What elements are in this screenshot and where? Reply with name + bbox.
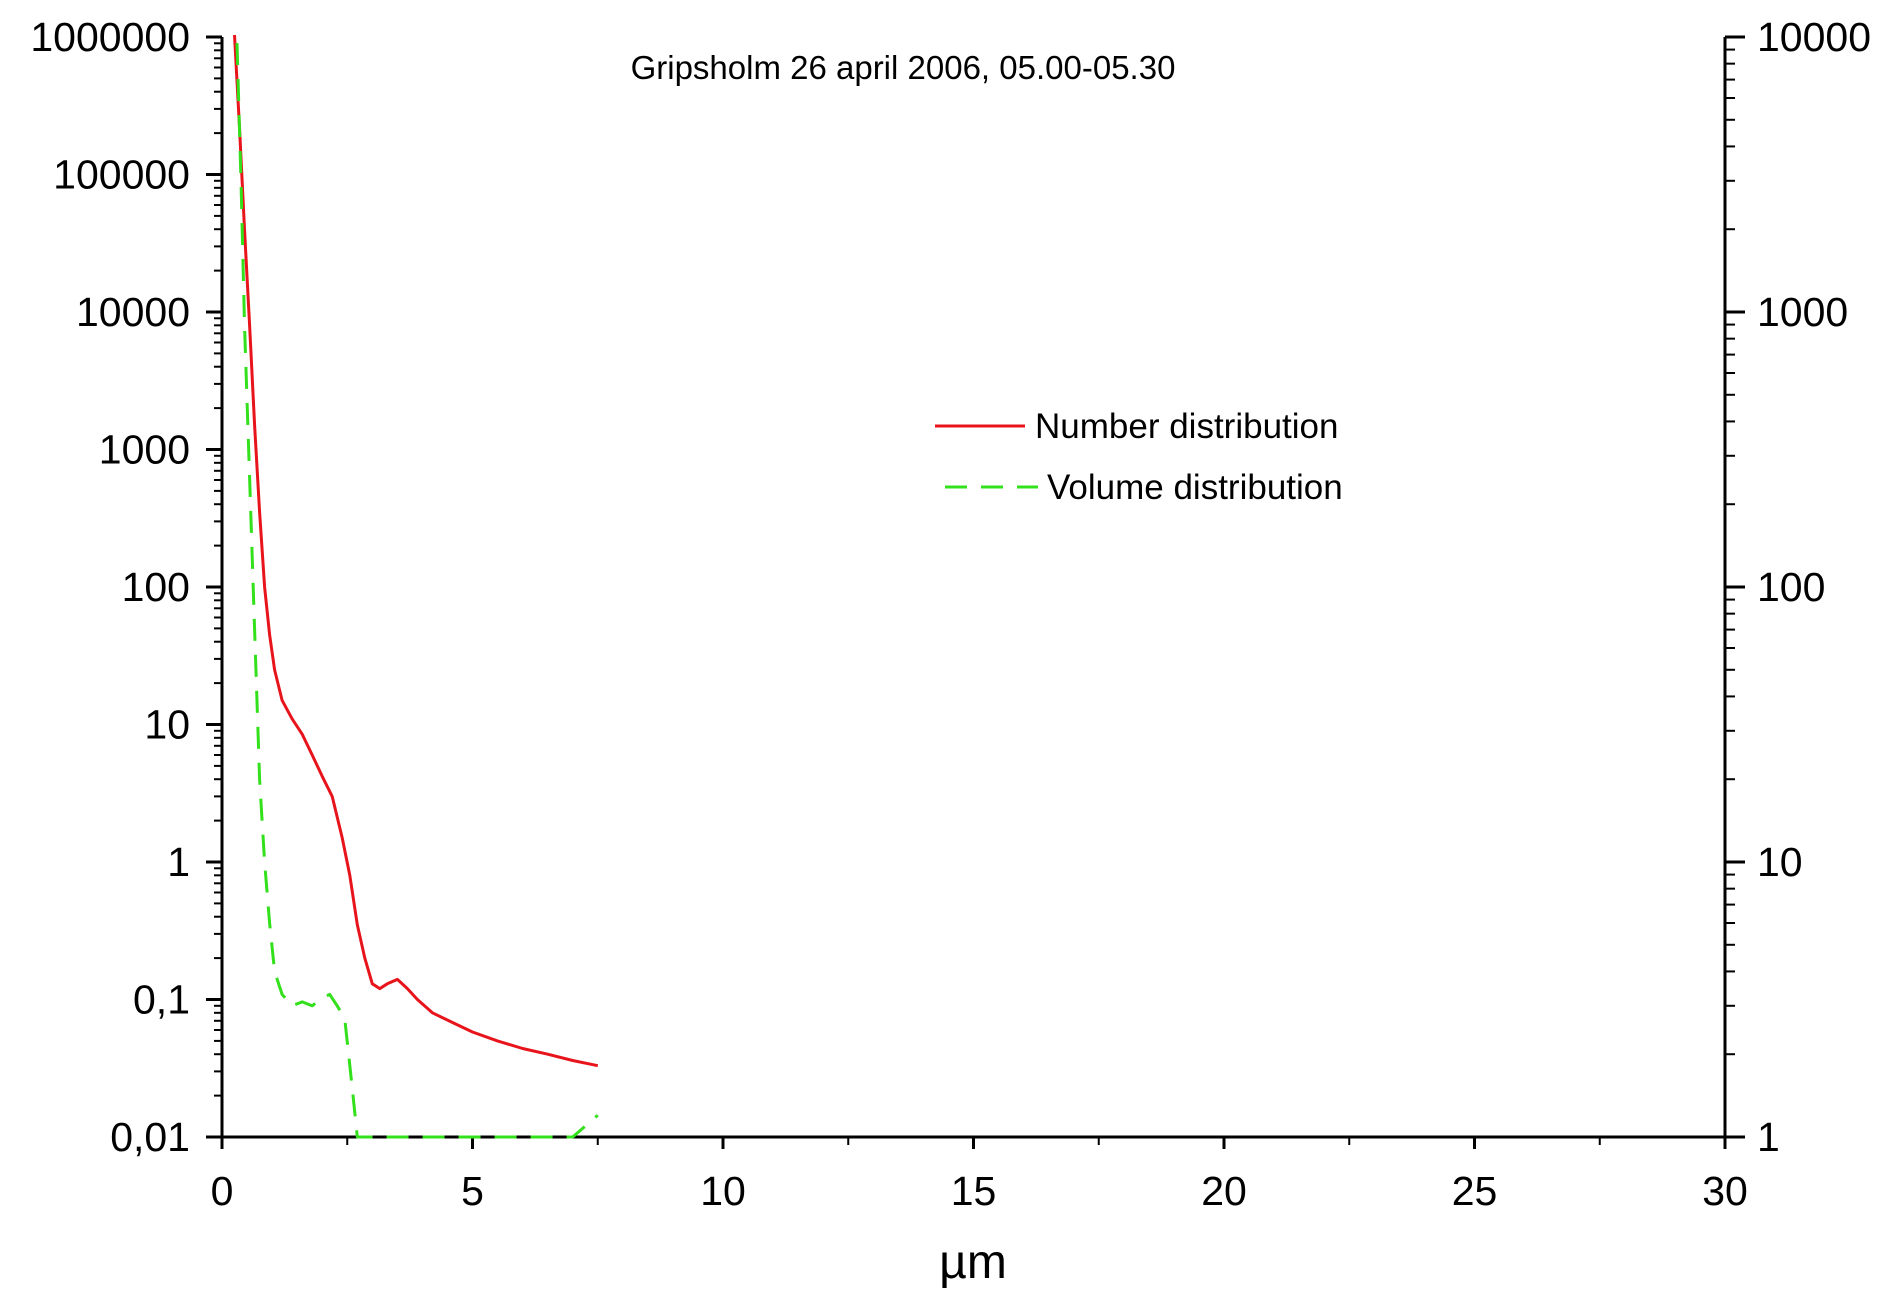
y-tick-label: 1000000 — [30, 14, 190, 60]
x-tick-label: 0 — [211, 1168, 234, 1214]
y-tick-label: 0,1 — [133, 977, 190, 1023]
x-tick-label: 10 — [700, 1168, 746, 1214]
y2-tick-label: 1000 — [1757, 289, 1848, 335]
axes — [220, 37, 1727, 1139]
chart-title: Gripsholm 26 april 2006, 05.00-05.30 — [631, 49, 1176, 86]
y2-tick-label: 100 — [1757, 564, 1825, 610]
y-tick-label: 100 — [122, 564, 190, 610]
x-tick-label: 25 — [1452, 1168, 1498, 1214]
legend-label-number-distribution: Number distribution — [1035, 407, 1338, 446]
y2-tick-label: 1 — [1757, 1114, 1780, 1160]
y-tick-label: 10 — [144, 702, 190, 748]
x-tick-label: 20 — [1201, 1168, 1247, 1214]
y-tick-label: 0,01 — [110, 1114, 190, 1160]
series-line-number-distribution — [233, 34, 599, 1068]
x-tick-label: 15 — [951, 1168, 997, 1214]
axis-ticks: 0 5 10 15 20 25 30 0,01 0,1 1 10 100 1000 10000 100000… — [30, 14, 1871, 1214]
y2-tick-label: 10 — [1757, 839, 1803, 885]
legend-label-volume-distribution: Volume distribution — [1047, 468, 1343, 507]
y-tick-label: 1 — [167, 839, 190, 885]
y2-tick-label: 10000 — [1757, 14, 1871, 60]
series-line-volume-distribution — [235, 43, 599, 1139]
legend: Number distribution Volume distribution — [935, 407, 1343, 507]
x-axis-title: µm — [939, 1236, 1007, 1289]
y-tick-label: 1000 — [99, 427, 190, 473]
x-tick-label: 5 — [461, 1168, 484, 1214]
y-tick-label: 100000 — [53, 152, 190, 198]
y-tick-label: 10000 — [76, 289, 190, 335]
x-tick-label: 30 — [1702, 1168, 1748, 1214]
plot-area — [233, 34, 599, 1139]
